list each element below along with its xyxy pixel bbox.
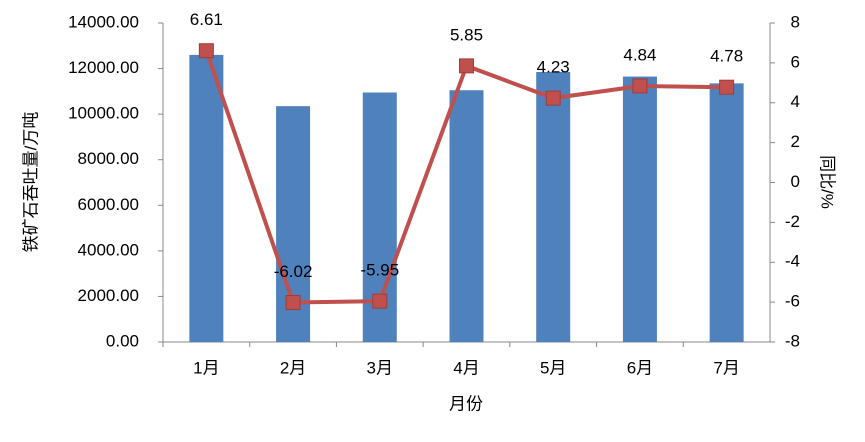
data-label: 4.78 bbox=[710, 47, 743, 66]
y2-tick-label: -2 bbox=[785, 212, 800, 231]
marker bbox=[285, 295, 301, 311]
x-axis-label: 月份 bbox=[449, 394, 483, 413]
marker bbox=[632, 78, 648, 94]
y-axis-label: 铁矿石吞吐量/万吨 bbox=[21, 112, 40, 253]
marker bbox=[198, 43, 214, 59]
data-label: -6.02 bbox=[274, 262, 313, 281]
y2-tick-label: -4 bbox=[785, 252, 800, 271]
x-tick-label: 3月 bbox=[367, 358, 393, 377]
bar bbox=[449, 90, 484, 342]
y-tick-label: 6000.00 bbox=[78, 195, 139, 214]
x-tick-label: 2月 bbox=[280, 358, 306, 377]
y-tick-label: 10000.00 bbox=[68, 104, 139, 123]
y2-tick-label: 0 bbox=[791, 172, 800, 191]
marker bbox=[719, 79, 735, 95]
data-label: 4.84 bbox=[623, 45, 656, 64]
y-tick-label: 14000.00 bbox=[68, 12, 139, 31]
bar bbox=[622, 76, 657, 343]
y2-tick-label: -6 bbox=[785, 292, 800, 311]
y2-tick-label: 6 bbox=[791, 52, 800, 71]
data-label: -5.95 bbox=[360, 261, 399, 280]
data-label: 5.85 bbox=[450, 25, 483, 44]
y-tick-label: 8000.00 bbox=[78, 149, 139, 168]
y2-tick-label: 8 bbox=[791, 12, 800, 31]
x-tick-label: 7月 bbox=[713, 358, 739, 377]
y2-axis-label: 同比/% bbox=[818, 155, 837, 209]
bar bbox=[709, 83, 744, 342]
y-tick-label: 12000.00 bbox=[68, 58, 139, 77]
marker bbox=[372, 293, 388, 309]
y2-tick-label: 2 bbox=[791, 132, 800, 151]
y-tick-label: 4000.00 bbox=[78, 240, 139, 259]
bar bbox=[536, 71, 571, 342]
y-tick-label: 2000.00 bbox=[78, 286, 139, 305]
bar bbox=[189, 54, 224, 343]
x-tick-label: 1月 bbox=[193, 358, 219, 377]
y-tick-label: 0.00 bbox=[106, 331, 139, 350]
x-tick-label: 6月 bbox=[627, 358, 653, 377]
data-label: 6.61 bbox=[190, 10, 223, 29]
marker bbox=[459, 58, 474, 74]
x-tick-label: 5月 bbox=[540, 358, 566, 377]
y2-tick-label: 4 bbox=[791, 92, 800, 111]
data-label: 4.23 bbox=[537, 58, 570, 77]
x-tick-label: 4月 bbox=[453, 358, 479, 377]
y2-tick-label: -8 bbox=[785, 331, 800, 350]
marker bbox=[545, 90, 561, 106]
